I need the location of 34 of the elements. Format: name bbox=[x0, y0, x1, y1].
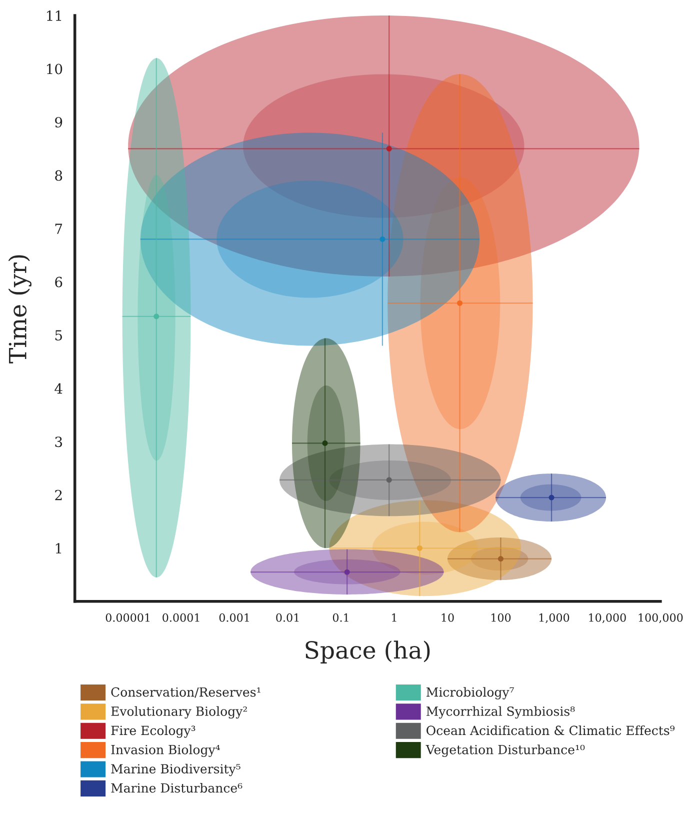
y-tick-label: 10 bbox=[47, 64, 62, 74]
legend-label: Marine Disturbance⁶ bbox=[111, 783, 242, 793]
x-tick-label: 0.1 bbox=[332, 613, 348, 622]
y-axis-title: Time (yr) bbox=[8, 255, 32, 364]
legend-label: Invasion Biology⁴ bbox=[111, 744, 220, 757]
y-tick-label: 5 bbox=[55, 330, 62, 341]
y-tick-label: 6 bbox=[55, 276, 62, 288]
x-tick-label: 1 bbox=[392, 613, 396, 622]
legend-label: Evolutionary Biology² bbox=[111, 706, 247, 719]
x-tick-label: 0.001 bbox=[219, 613, 249, 622]
x-tick-label: 0.01 bbox=[276, 613, 299, 622]
x-tick-label: 0.00001 bbox=[106, 613, 150, 622]
legend-label: Mycorrhizal Symbiosis⁸ bbox=[426, 706, 575, 719]
y-tick-label: 1 bbox=[56, 543, 62, 554]
legend-label: Vegetation Disturbance¹⁰ bbox=[426, 744, 585, 757]
y-tick-label: 2 bbox=[55, 490, 62, 500]
y-tick-label: 11 bbox=[47, 10, 62, 21]
y-tick-label: 4 bbox=[54, 383, 62, 394]
y-tick-label: 7 bbox=[55, 224, 62, 234]
y-tick-label: 8 bbox=[55, 170, 62, 181]
x-tick-label: 1,000 bbox=[539, 613, 570, 624]
legend-label: Conservation/Reserves¹ bbox=[111, 687, 260, 698]
x-tick-label: 0.0001 bbox=[162, 613, 200, 622]
legend-label: Fire Ecology³ bbox=[111, 725, 196, 738]
y-tick-label: 9 bbox=[55, 117, 62, 128]
y-tick-label: 3 bbox=[55, 436, 62, 448]
x-tick-label: 10 bbox=[442, 613, 454, 622]
legend-label: Microbiology⁷ bbox=[426, 687, 514, 700]
legend-label: Ocean Acidification & Climatic Effects⁹ bbox=[426, 725, 675, 736]
x-tick-label: 100 bbox=[491, 613, 511, 622]
x-axis-title: Space (ha) bbox=[306, 640, 430, 664]
x-tick-label: 100,000 bbox=[638, 613, 683, 624]
legend-label: Marine Biodiversity⁵ bbox=[111, 764, 240, 776]
x-tick-label: 10,000 bbox=[589, 613, 626, 624]
